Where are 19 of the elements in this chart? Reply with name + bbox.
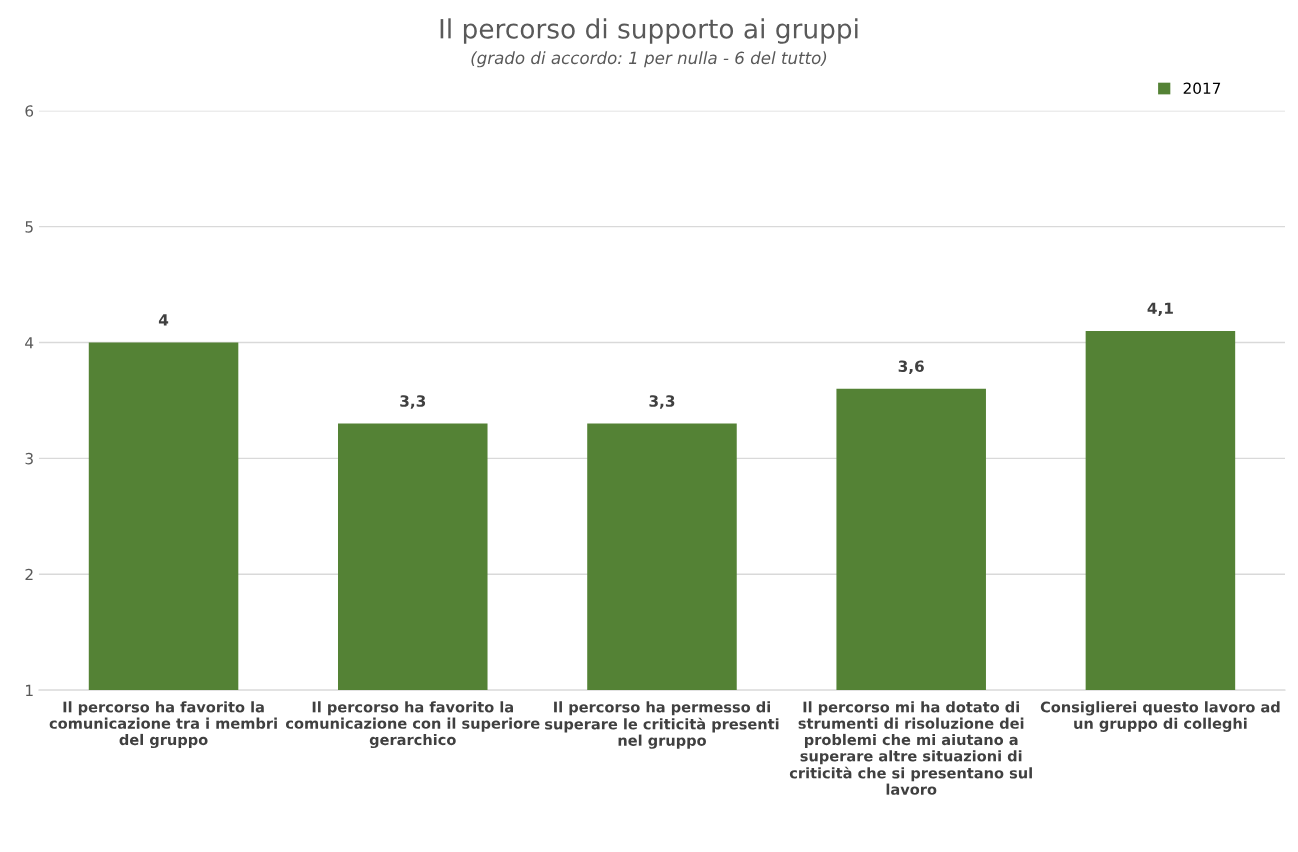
y-tick-label: 2 xyxy=(25,568,33,581)
x-tick-label: Il percorso ha favorito la comunicazione con il superiore gerarchico xyxy=(285,701,540,749)
data-label: 3,3 xyxy=(649,395,675,409)
data-label: 3,6 xyxy=(898,360,924,374)
x-tick-label: Il percorso mi ha dotato di strumenti di risoluzione dei problemi che mi aiutano a superare altre situazioni di criticità che si presentano sul lavoro xyxy=(789,701,1032,795)
x-tick-label: Il percorso ha favorito la comunicazione tra i membri del gruppo xyxy=(49,701,277,749)
chart-subtitle: (grado di accordo: 1 per nulla - 6 del tutto) xyxy=(471,51,827,68)
y-tick-label: 5 xyxy=(25,221,33,233)
y-tick-label: 6 xyxy=(25,105,34,117)
y-tick-label: 1 xyxy=(26,684,33,696)
data-label: 4 xyxy=(158,314,169,326)
x-tick-label: Il percorso ha permesso di superare le criticità presenti nel gruppo xyxy=(545,701,779,749)
data-label: 4,1 xyxy=(1147,302,1173,317)
legend-label: 2017 xyxy=(1183,82,1221,95)
x-tick-label: Consiglierei questo lavoro ad un gruppo di colleghi xyxy=(1040,701,1280,732)
y-tick-label: 4 xyxy=(25,337,34,349)
data-label: 3,3 xyxy=(400,395,426,409)
chart-title: Il percorso di supporto ai gruppi xyxy=(440,18,858,44)
y-tick-label: 3 xyxy=(25,452,33,465)
